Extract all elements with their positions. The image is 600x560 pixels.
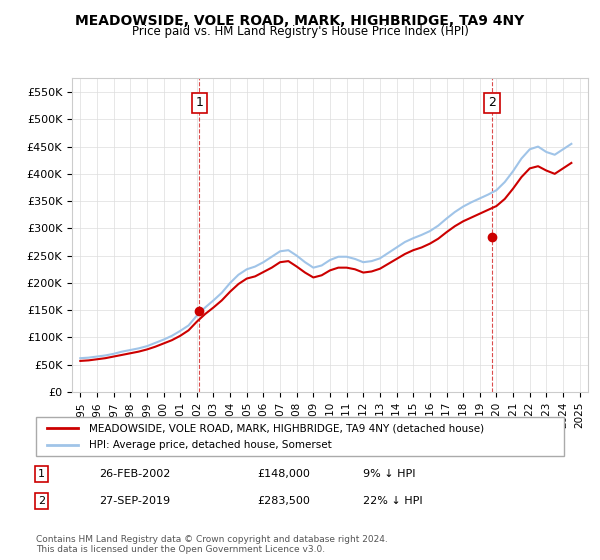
Text: 27-SEP-2019: 27-SEP-2019 [100, 496, 170, 506]
Text: HPI: Average price, detached house, Somerset: HPI: Average price, detached house, Some… [89, 440, 332, 450]
Text: 26-FEB-2002: 26-FEB-2002 [100, 469, 171, 479]
Text: £148,000: £148,000 [258, 469, 311, 479]
Text: 1: 1 [196, 96, 203, 109]
Text: 1: 1 [38, 469, 45, 479]
Text: 2: 2 [38, 496, 45, 506]
Text: Price paid vs. HM Land Registry's House Price Index (HPI): Price paid vs. HM Land Registry's House … [131, 25, 469, 38]
FancyBboxPatch shape [36, 417, 564, 456]
Text: MEADOWSIDE, VOLE ROAD, MARK, HIGHBRIDGE, TA9 4NY (detached house): MEADOWSIDE, VOLE ROAD, MARK, HIGHBRIDGE,… [89, 423, 484, 433]
Text: £283,500: £283,500 [258, 496, 311, 506]
Text: MEADOWSIDE, VOLE ROAD, MARK, HIGHBRIDGE, TA9 4NY: MEADOWSIDE, VOLE ROAD, MARK, HIGHBRIDGE,… [76, 14, 524, 28]
Text: 9% ↓ HPI: 9% ↓ HPI [364, 469, 416, 479]
Text: 2: 2 [488, 96, 496, 109]
Text: Contains HM Land Registry data © Crown copyright and database right 2024.
This d: Contains HM Land Registry data © Crown c… [36, 535, 388, 554]
Text: 22% ↓ HPI: 22% ↓ HPI [364, 496, 423, 506]
